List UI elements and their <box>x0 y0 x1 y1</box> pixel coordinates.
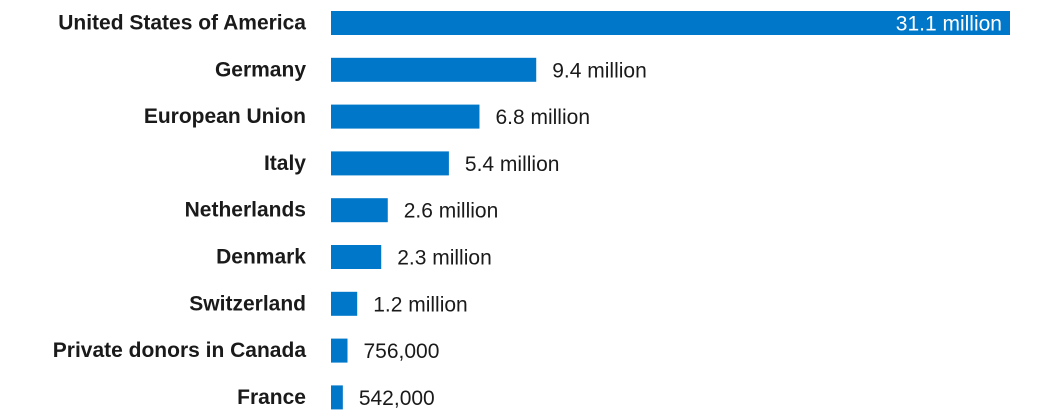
category-label: France <box>237 386 306 409</box>
bar <box>331 57 537 82</box>
bar <box>331 291 358 316</box>
bar <box>331 104 480 129</box>
category-label: Italy <box>264 152 306 175</box>
value-label: 6.8 million <box>495 106 590 129</box>
value-label: 756,000 <box>364 340 440 363</box>
category-label: United States of America <box>58 12 306 35</box>
bar <box>331 385 343 410</box>
category-label: Germany <box>215 58 306 81</box>
category-label: Switzerland <box>189 292 306 315</box>
category-label: Denmark <box>216 246 306 269</box>
category-label: European Union <box>144 105 306 128</box>
value-label: 1.2 million <box>373 293 468 316</box>
category-label: Netherlands <box>185 199 306 222</box>
value-label: 9.4 million <box>552 59 647 82</box>
bar <box>331 198 388 223</box>
bar <box>331 151 449 176</box>
value-label: 542,000 <box>359 387 435 410</box>
value-label: 2.3 million <box>397 247 492 270</box>
bar <box>331 11 1010 35</box>
bar <box>331 245 382 269</box>
bars-layer: United States of America 31.1 million Germ… <box>53 11 1010 410</box>
bar <box>331 338 348 363</box>
value-label: 2.6 million <box>404 200 499 223</box>
value-label: 5.4 million <box>465 153 560 176</box>
category-label: Private donors in Canada <box>53 339 307 362</box>
value-label: 31.1 million <box>896 13 1002 36</box>
